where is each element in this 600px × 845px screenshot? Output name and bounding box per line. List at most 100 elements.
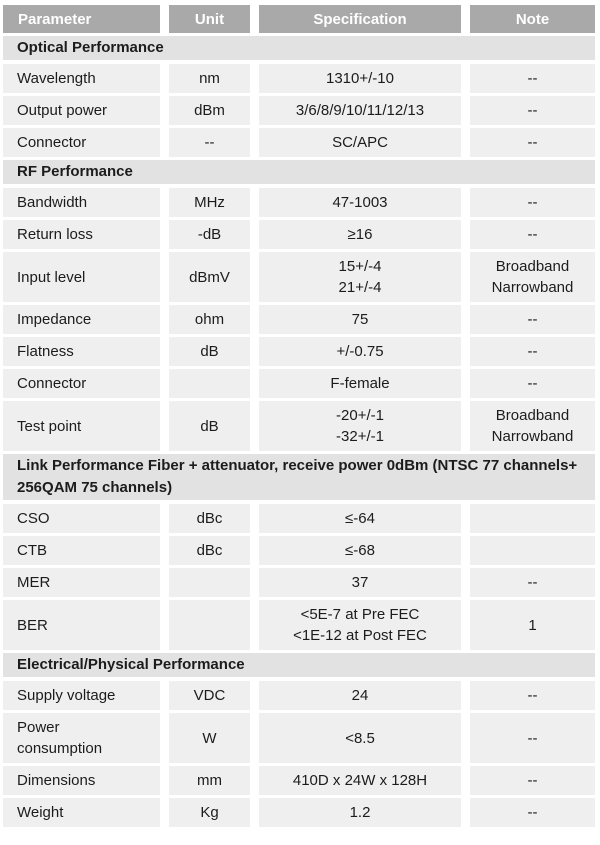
unit-cell [169,600,250,650]
parameter-cell: Wavelength [3,64,160,93]
unit-cell: dB [169,401,250,451]
unit-cell: dBm [169,96,250,125]
unit-cell [169,369,250,398]
table-row: Weight Kg 1.2 -- [3,798,595,827]
section-header-row: Optical Performance [3,36,595,60]
parameter-cell: Bandwidth [3,188,160,217]
column-header-note: Note [470,5,595,33]
section-header-row: RF Performance [3,160,595,184]
specification-cell: F-female [259,369,461,398]
note-cell: -- [470,798,595,827]
parameter-cell: CSO [3,504,160,533]
note-cell: -- [470,337,595,366]
parameter-cell: Output power [3,96,160,125]
unit-cell: VDC [169,681,250,710]
note-cell [470,504,595,533]
note-cell: Broadband Narrowband [470,401,595,451]
specification-cell: 15+/-4 21+/-4 [259,252,461,302]
parameter-cell: Return loss [3,220,160,249]
parameter-cell: Input level [3,252,160,302]
table-row: Dimensions mm 410D x 24W x 128H -- [3,766,595,795]
table-row: MER 37 -- [3,568,595,597]
unit-cell: dBmV [169,252,250,302]
section-title: Electrical/Physical Performance [3,653,595,677]
table-row: CSO dBc ≤-64 [3,504,595,533]
table-row: Input level dBmV 15+/-4 21+/-4 Broadband Narr… [3,252,595,302]
section-header-row: Link Performance Fiber + attenuator, rec… [3,454,595,500]
table-row: Flatness dB +/-0.75 -- [3,337,595,366]
unit-cell: ohm [169,305,250,334]
specification-cell: 75 [259,305,461,334]
unit-cell: MHz [169,188,250,217]
unit-cell [169,568,250,597]
specification-cell: SC/APC [259,128,461,157]
specification-cell: ≤-64 [259,504,461,533]
parameter-cell: Test point [3,401,160,451]
note-cell: -- [470,681,595,710]
note-cell: -- [470,220,595,249]
unit-cell: -- [169,128,250,157]
parameter-cell: BER [3,600,160,650]
column-header-unit: Unit [169,5,250,33]
note-cell: -- [470,568,595,597]
specification-cell: 3/6/8/9/10/11/12/13 [259,96,461,125]
section-title: RF Performance [3,160,595,184]
parameter-cell: Dimensions [3,766,160,795]
unit-cell: dBc [169,536,250,565]
section-title: Optical Performance [3,36,595,60]
note-cell: 1 [470,600,595,650]
specification-cell: <5E-7 at Pre FEC <1E-12 at Post FEC [259,600,461,650]
parameter-cell: Supply voltage [3,681,160,710]
unit-cell: dB [169,337,250,366]
parameter-cell: MER [3,568,160,597]
note-cell: -- [470,713,595,763]
unit-cell: mm [169,766,250,795]
specification-cell: ≥16 [259,220,461,249]
table-row: Test point dB -20+/-1 -32+/-1 Broadband Narro… [3,401,595,451]
specification-cell: 37 [259,568,461,597]
table-row: Connector F-female -- [3,369,595,398]
table-row: Wavelength nm 1310+/-10 -- [3,64,595,93]
note-cell: -- [470,766,595,795]
note-cell [470,536,595,565]
unit-cell: -dB [169,220,250,249]
section-header-row: Electrical/Physical Performance [3,653,595,677]
parameter-cell: Connector [3,128,160,157]
parameter-cell: Flatness [3,337,160,366]
spec-table: Parameter Unit Specification Note Optical Pe… [3,5,595,827]
specification-cell: 410D x 24W x 128H [259,766,461,795]
parameter-cell: Weight [3,798,160,827]
table-row: Bandwidth MHz 47-1003 -- [3,188,595,217]
unit-cell: nm [169,64,250,93]
specification-cell: 24 [259,681,461,710]
table-row: Power consumption W <8.5 -- [3,713,595,763]
note-cell: -- [470,128,595,157]
parameter-cell: CTB [3,536,160,565]
table-row: Output power dBm 3/6/8/9/10/11/12/13 -- [3,96,595,125]
specification-cell: -20+/-1 -32+/-1 [259,401,461,451]
column-header-specification: Specification [259,5,461,33]
note-cell: Broadband Narrowband [470,252,595,302]
specification-cell: 1.2 [259,798,461,827]
column-header-parameter: Parameter [3,5,160,33]
parameter-cell: Impedance [3,305,160,334]
unit-cell: Kg [169,798,250,827]
note-cell: -- [470,64,595,93]
note-cell: -- [470,305,595,334]
note-cell: -- [470,188,595,217]
table-row: Return loss -dB ≥16 -- [3,220,595,249]
section-title: Link Performance Fiber + attenuator, rec… [3,454,595,500]
table-row: Impedance ohm 75 -- [3,305,595,334]
parameter-cell: Connector [3,369,160,398]
specification-cell: +/-0.75 [259,337,461,366]
unit-cell: dBc [169,504,250,533]
unit-cell: W [169,713,250,763]
specification-cell: <8.5 [259,713,461,763]
specification-cell: 1310+/-10 [259,64,461,93]
specification-cell: ≤-68 [259,536,461,565]
table-row: CTB dBc ≤-68 [3,536,595,565]
table-row: BER <5E-7 at Pre FEC <1E-12 at Post FEC 1 [3,600,595,650]
note-cell: -- [470,96,595,125]
parameter-cell: Power consumption [3,713,160,763]
note-cell: -- [470,369,595,398]
